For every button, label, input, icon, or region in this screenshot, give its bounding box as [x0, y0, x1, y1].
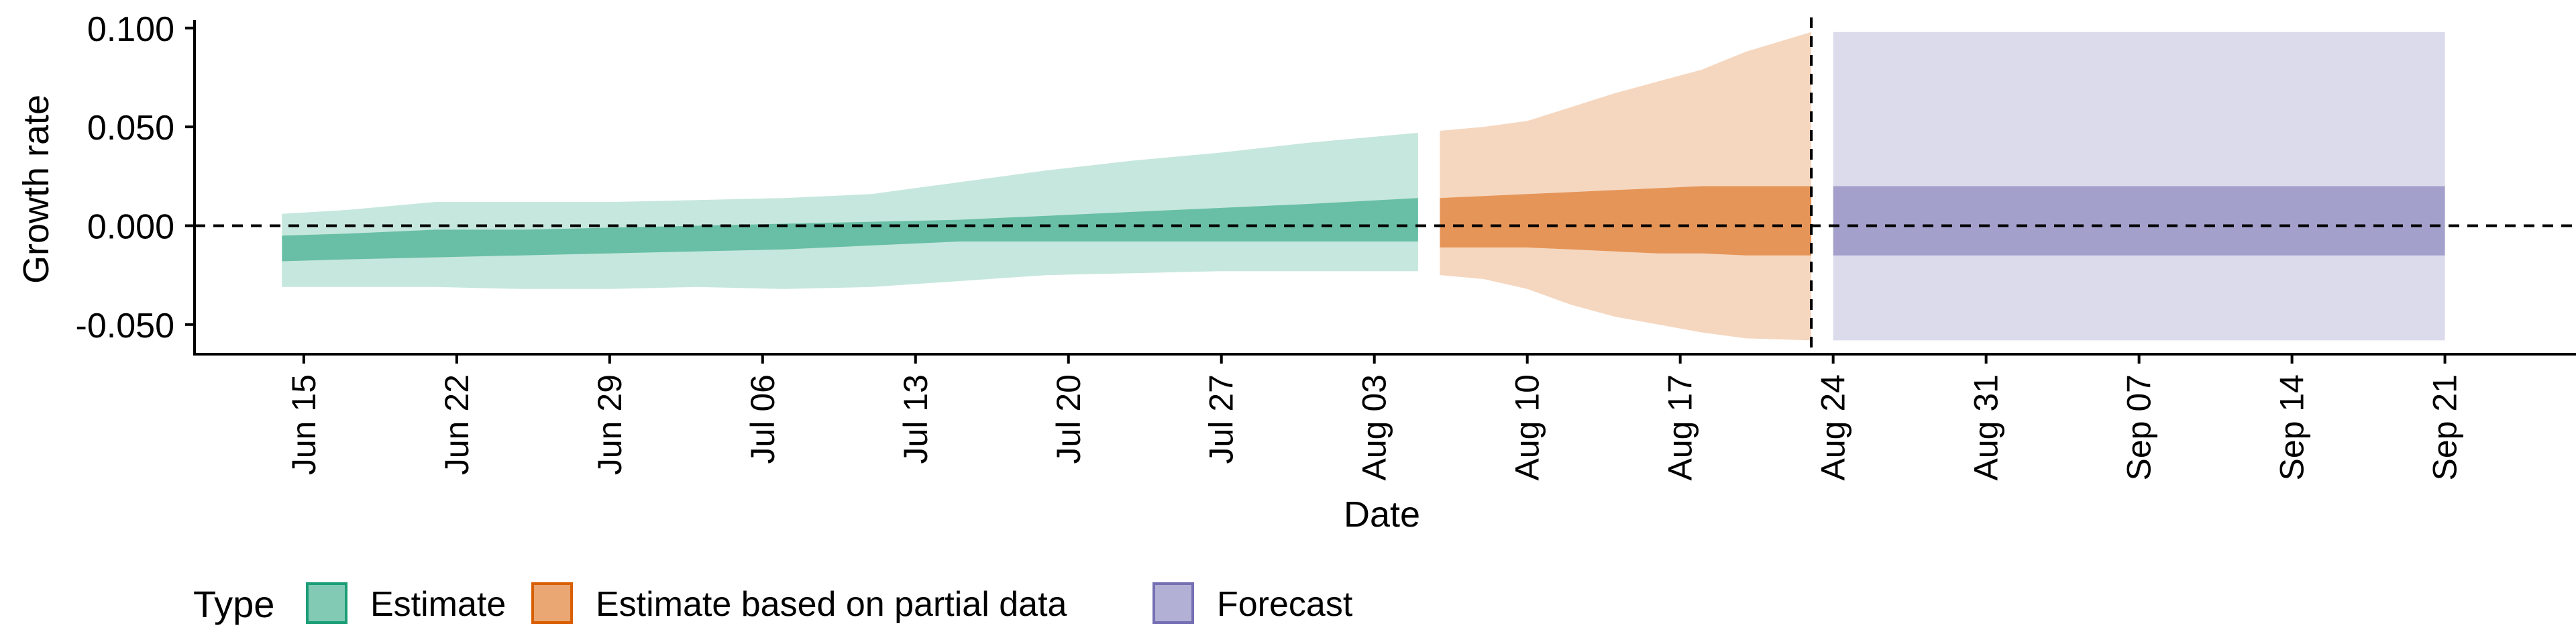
x-tick-label: Jun 15	[285, 374, 323, 475]
y-axis-ticks: 0.100 0.050 0.000 -0.050	[76, 10, 195, 345]
legend-label: Estimate based on partial data	[596, 585, 1067, 624]
x-tick-label: Jul 06	[744, 374, 782, 464]
x-tick-label: Jun 29	[591, 374, 629, 475]
series-estimate-based-on-partial-data	[1440, 32, 1812, 341]
estimate-based-on-partial-data-outer-band	[1440, 32, 1812, 341]
legend: Type Estimate Estimate based on partial d…	[193, 582, 1353, 625]
legend-item-forecast: Forecast	[1152, 582, 1353, 624]
x-tick-label: Sep 07	[2121, 374, 2158, 480]
x-tick-label: Jul 20	[1050, 374, 1087, 464]
estimate-based-on-partial-data-inner-band	[1440, 186, 1812, 256]
x-tick-label: Jul 27	[1203, 374, 1240, 464]
legend-swatch-estimate-based-on-partial-data	[531, 582, 573, 624]
legend-item-estimate: Estimate	[306, 582, 506, 624]
x-tick-label: Aug 03	[1356, 374, 1393, 480]
x-axis-title: Date	[1344, 494, 1420, 535]
estimate-inner-band	[282, 198, 1418, 262]
x-tick-label: Sep 14	[2273, 374, 2311, 480]
legend-title: Type	[193, 583, 274, 625]
x-tick-label: Aug 24	[1815, 374, 1852, 480]
reference-lines	[195, 17, 2576, 354]
y-tick-label: 0.000	[87, 207, 174, 246]
legend-swatch-forecast	[1152, 582, 1194, 624]
x-axis-ticks: Jun 15 Jun 22 Jun 29 Jul 06 Jul 13 Jul 20 Jul …	[285, 354, 2464, 480]
x-tick-label: Jul 13	[897, 374, 934, 464]
forecast-inner-band	[1833, 186, 2445, 256]
series-estimate	[282, 133, 1418, 289]
y-axis-title: Growth rate	[16, 95, 56, 284]
legend-swatch-estimate	[306, 582, 347, 624]
y-tick-label: 0.100	[87, 10, 174, 49]
ribbon-bands	[282, 32, 2445, 341]
x-tick-label: Aug 31	[1968, 374, 2005, 480]
y-tick-label: -0.050	[76, 307, 174, 345]
legend-item-estimate-based-on-partial-data: Estimate based on partial data	[531, 582, 1067, 624]
series-forecast	[1833, 32, 2445, 341]
x-tick-label: Aug 10	[1509, 374, 1546, 480]
legend-label: Estimate	[370, 585, 506, 624]
y-tick-label: 0.050	[87, 109, 174, 148]
axes	[193, 20, 2576, 356]
x-tick-label: Aug 17	[1662, 374, 1699, 480]
x-tick-label: Jun 22	[438, 374, 476, 475]
legend-label: Forecast	[1217, 585, 1353, 624]
x-tick-label: Sep 21	[2426, 374, 2464, 480]
